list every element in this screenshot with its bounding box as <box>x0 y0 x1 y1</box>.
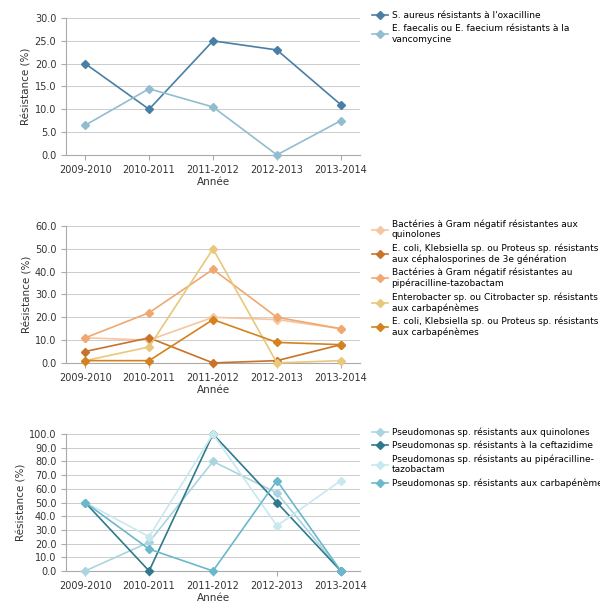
Pseudomonas sp. résistants aux quinolones <box>82 567 89 575</box>
E. coli, Klebsiella sp. ou Proteus sp. résistants
aux céphalosporines de 3e génération <box>209 359 217 367</box>
Pseudomonas sp. résistants aux carbapénèmes <box>209 567 217 575</box>
E. faecalis ou E. faecium résistants à la
vancomycine <box>209 103 217 111</box>
Pseudomonas sp. résistants à la ceftazidime <box>337 567 344 575</box>
Y-axis label: Résistance (%): Résistance (%) <box>22 256 32 333</box>
Pseudomonas sp. résistants au pipéracilline-
tazobactam <box>209 430 217 438</box>
Bactéries à Gram négatif résistantes au
pipéracilline-tazobactam <box>209 266 217 273</box>
E. coli, Klebsiella sp. ou Proteus sp. résistants
aux céphalosporines de 3e génération <box>82 348 89 355</box>
Bactéries à Gram négatif résistantes au
pipéracilline-tazobactam <box>274 314 281 321</box>
Pseudomonas sp. résistants aux carbapénèmes <box>82 499 89 506</box>
Legend: Pseudomonas sp. résistants aux quinolones, Pseudomonas sp. résistants à la cefta: Pseudomonas sp. résistants aux quinolone… <box>372 427 600 488</box>
Line: Enterobacter sp. ou Citrobacter sp. résistants
aux carbapénèmes: Enterobacter sp. ou Citrobacter sp. rési… <box>82 246 344 365</box>
E. faecalis ou E. faecium résistants à la
vancomycine <box>337 117 344 124</box>
E. coli, Klebsiella sp. ou Proteus sp. résistants
aux carbapénèmes <box>82 357 89 364</box>
S. aureus résistants à l'oxacilline <box>337 101 344 108</box>
X-axis label: Année: Année <box>196 177 230 188</box>
Y-axis label: Résistance (%): Résistance (%) <box>22 47 32 125</box>
Line: Pseudomonas sp. résistants aux quinolones: Pseudomonas sp. résistants aux quinolone… <box>82 459 344 574</box>
Pseudomonas sp. résistants aux quinolones <box>274 489 281 496</box>
X-axis label: Année: Année <box>196 385 230 395</box>
E. faecalis ou E. faecium résistants à la
vancomycine <box>82 121 89 129</box>
Bactéries à Gram négatif résistantes aux
quinolones <box>82 334 89 341</box>
Pseudomonas sp. résistants aux quinolones <box>337 567 344 575</box>
S. aureus résistants à l'oxacilline <box>145 106 152 113</box>
E. coli, Klebsiella sp. ou Proteus sp. résistants
aux carbapénèmes <box>274 339 281 346</box>
Enterobacter sp. ou Citrobacter sp. résistants
aux carbapénèmes <box>82 357 89 364</box>
Pseudomonas sp. résistants à la ceftazidime <box>145 567 152 575</box>
Line: Pseudomonas sp. résistants au pipéracilline-
tazobactam: Pseudomonas sp. résistants au pipéracill… <box>82 432 344 540</box>
Legend: S. aureus résistants à l'oxacilline, E. faecalis ou E. faecium résistants à la
v: S. aureus résistants à l'oxacilline, E. … <box>372 11 569 44</box>
E. coli, Klebsiella sp. ou Proteus sp. résistants
aux carbapénèmes <box>209 316 217 323</box>
Bactéries à Gram négatif résistantes aux
quinolones <box>274 316 281 323</box>
Pseudomonas sp. résistants au pipéracilline-
tazobactam <box>145 533 152 540</box>
E. coli, Klebsiella sp. ou Proteus sp. résistants
aux carbapénèmes <box>145 357 152 364</box>
Line: Pseudomonas sp. résistants à la ceftazidime: Pseudomonas sp. résistants à la ceftazid… <box>82 432 344 574</box>
Line: E. coli, Klebsiella sp. ou Proteus sp. résistants
aux céphalosporines de 3e génération: E. coli, Klebsiella sp. ou Proteus sp. r… <box>82 335 344 365</box>
Pseudomonas sp. résistants aux carbapénèmes <box>274 477 281 484</box>
Legend: Bactéries à Gram négatif résistantes aux
quinolones, E. coli, Klebsiella sp. ou : Bactéries à Gram négatif résistantes aux… <box>372 219 598 337</box>
Pseudomonas sp. résistants aux quinolones <box>145 538 152 546</box>
Enterobacter sp. ou Citrobacter sp. résistants
aux carbapénèmes <box>274 359 281 367</box>
S. aureus résistants à l'oxacilline <box>209 37 217 44</box>
E. coli, Klebsiella sp. ou Proteus sp. résistants
aux céphalosporines de 3e génération <box>145 334 152 341</box>
Bactéries à Gram négatif résistantes aux
quinolones <box>145 337 152 344</box>
Line: S. aureus résistants à l'oxacilline: S. aureus résistants à l'oxacilline <box>82 38 344 112</box>
S. aureus résistants à l'oxacilline <box>274 46 281 53</box>
Pseudomonas sp. résistants aux carbapénèmes <box>337 567 344 575</box>
Y-axis label: Résistance (%): Résistance (%) <box>16 464 26 542</box>
Pseudomonas sp. résistants aux quinolones <box>209 458 217 465</box>
Pseudomonas sp. résistants au pipéracilline-
tazobactam <box>274 522 281 529</box>
Pseudomonas sp. résistants à la ceftazidime <box>274 499 281 506</box>
E. faecalis ou E. faecium résistants à la
vancomycine <box>274 151 281 159</box>
Pseudomonas sp. résistants aux carbapénèmes <box>145 546 152 553</box>
Line: Bactéries à Gram négatif résistantes aux
quinolones: Bactéries à Gram négatif résistantes aux… <box>82 314 344 343</box>
Enterobacter sp. ou Citrobacter sp. résistants
aux carbapénèmes <box>209 245 217 252</box>
Line: Pseudomonas sp. résistants aux carbapénèmes: Pseudomonas sp. résistants aux carbapénè… <box>82 478 344 574</box>
Bactéries à Gram négatif résistantes au
pipéracilline-tazobactam <box>145 309 152 316</box>
Enterobacter sp. ou Citrobacter sp. résistants
aux carbapénèmes <box>337 357 344 364</box>
Pseudomonas sp. résistants à la ceftazidime <box>82 499 89 506</box>
Pseudomonas sp. résistants au pipéracilline-
tazobactam <box>82 499 89 506</box>
S. aureus résistants à l'oxacilline <box>82 60 89 67</box>
E. coli, Klebsiella sp. ou Proteus sp. résistants
aux carbapénèmes <box>337 341 344 348</box>
Bactéries à Gram négatif résistantes au
pipéracilline-tazobactam <box>82 334 89 341</box>
Bactéries à Gram négatif résistantes aux
quinolones <box>209 314 217 321</box>
Pseudomonas sp. résistants à la ceftazidime <box>209 430 217 438</box>
E. faecalis ou E. faecium résistants à la
vancomycine <box>145 85 152 93</box>
Line: E. coli, Klebsiella sp. ou Proteus sp. résistants
aux carbapénèmes: E. coli, Klebsiella sp. ou Proteus sp. r… <box>82 317 344 364</box>
Pseudomonas sp. résistants au pipéracilline-
tazobactam <box>337 477 344 484</box>
E. coli, Klebsiella sp. ou Proteus sp. résistants
aux céphalosporines de 3e génération <box>337 341 344 348</box>
Bactéries à Gram négatif résistantes aux
quinolones <box>337 325 344 332</box>
X-axis label: Année: Année <box>196 593 230 601</box>
E. coli, Klebsiella sp. ou Proteus sp. résistants
aux céphalosporines de 3e génération <box>274 357 281 364</box>
Bactéries à Gram négatif résistantes au
pipéracilline-tazobactam <box>337 325 344 332</box>
Enterobacter sp. ou Citrobacter sp. résistants
aux carbapénèmes <box>145 343 152 350</box>
Line: Bactéries à Gram négatif résistantes au
pipéracilline-tazobactam: Bactéries à Gram négatif résistantes au … <box>82 267 344 341</box>
Line: E. faecalis ou E. faecium résistants à la
vancomycine: E. faecalis ou E. faecium résistants à l… <box>82 86 344 157</box>
